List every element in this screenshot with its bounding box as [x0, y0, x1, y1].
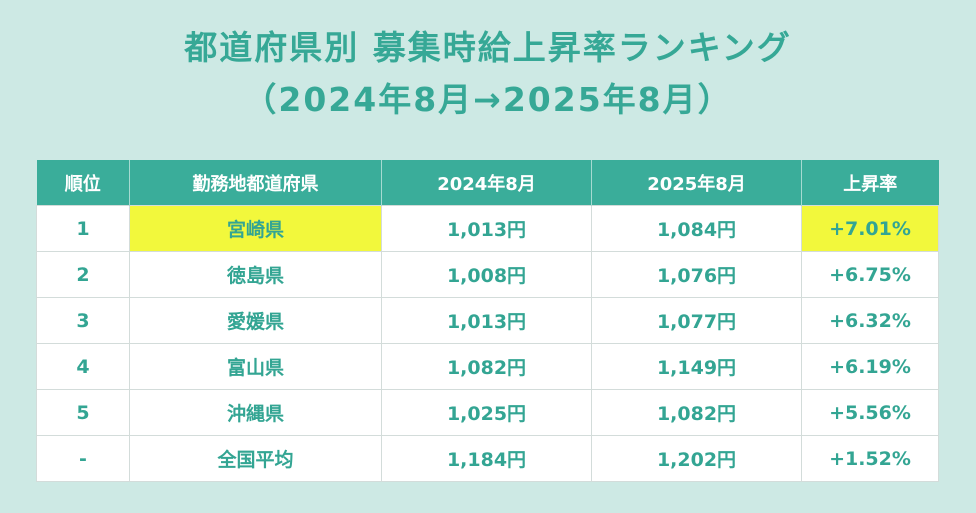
table-row: 5 沖縄県 1,025円 1,082円 +5.56%	[36, 389, 939, 436]
rate-cell: +1.52%	[801, 435, 939, 482]
prefecture-cell: 愛媛県	[129, 297, 382, 344]
wage-2025-cell: 1,084円	[591, 205, 802, 252]
rank-cell: 5	[36, 389, 130, 436]
table-row: 4 富山県 1,082円 1,149円 +6.19%	[36, 343, 939, 390]
wage-2025-cell: 1,076円	[591, 251, 802, 298]
wage-2024-cell: 1,008円	[381, 251, 592, 298]
table-row: 3 愛媛県 1,013円 1,077円 +6.32%	[36, 297, 939, 344]
rank-cell: 1	[36, 205, 130, 252]
prefecture-cell: 富山県	[129, 343, 382, 390]
rate-cell: +6.75%	[801, 251, 939, 298]
wage-2025-cell: 1,202円	[591, 435, 802, 482]
rank-cell: 3	[36, 297, 130, 344]
wage-2025-cell: 1,149円	[591, 343, 802, 390]
header-rate: 上昇率	[801, 160, 939, 206]
header-rank: 順位	[36, 160, 130, 206]
wage-2025-cell: 1,077円	[591, 297, 802, 344]
prefecture-cell: 全国平均	[129, 435, 382, 482]
table-row: 2 徳島県 1,008円 1,076円 +6.75%	[36, 251, 939, 298]
table-header-row: 順位 勤務地都道府県 2024年8月 2025年8月 上昇率	[36, 160, 939, 206]
ranking-table: 順位 勤務地都道府県 2024年8月 2025年8月 上昇率 1 宮崎県 1,0…	[36, 160, 939, 482]
rate-cell: +7.01%	[801, 205, 939, 252]
wage-2024-cell: 1,184円	[381, 435, 592, 482]
rate-cell: +6.19%	[801, 343, 939, 390]
rank-cell: -	[36, 435, 130, 482]
wage-2024-cell: 1,013円	[381, 297, 592, 344]
rank-cell: 2	[36, 251, 130, 298]
table-row: 1 宮崎県 1,013円 1,084円 +7.01%	[36, 205, 939, 252]
header-aug2024: 2024年8月	[381, 160, 592, 206]
page-title: 都道府県別 募集時給上昇率ランキング	[184, 28, 792, 67]
rate-cell: +5.56%	[801, 389, 939, 436]
table-row: - 全国平均 1,184円 1,202円 +1.52%	[36, 435, 939, 482]
wage-2024-cell: 1,082円	[381, 343, 592, 390]
rank-cell: 4	[36, 343, 130, 390]
prefecture-cell: 宮崎県	[129, 205, 382, 252]
wage-2025-cell: 1,082円	[591, 389, 802, 436]
rate-cell: +6.32%	[801, 297, 939, 344]
header-prefecture: 勤務地都道府県	[129, 160, 382, 206]
page-subtitle: （2024年8月→2025年8月）	[243, 80, 733, 119]
prefecture-cell: 徳島県	[129, 251, 382, 298]
wage-2024-cell: 1,025円	[381, 389, 592, 436]
wage-2024-cell: 1,013円	[381, 205, 592, 252]
prefecture-cell: 沖縄県	[129, 389, 382, 436]
header-aug2025: 2025年8月	[591, 160, 802, 206]
